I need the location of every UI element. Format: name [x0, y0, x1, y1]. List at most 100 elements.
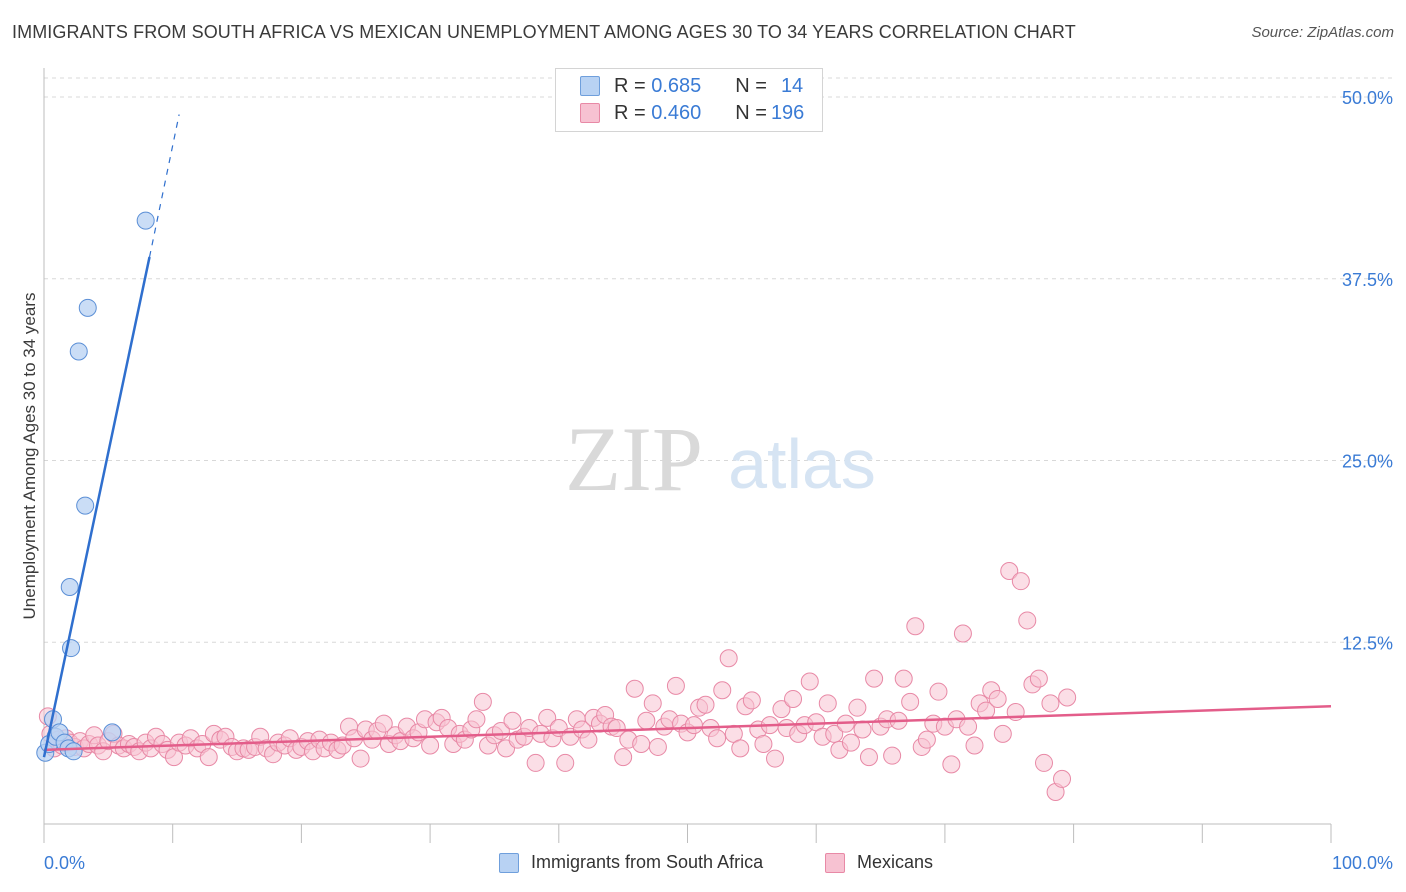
mexicans-point: [731, 739, 750, 758]
south-africa-point: [64, 742, 83, 761]
mexicans-point: [708, 729, 727, 748]
legend-swatch-mexicans: [580, 103, 600, 123]
mexicans-point: [848, 698, 867, 717]
mexicans-point: [1053, 769, 1072, 788]
south-africa-point: [69, 342, 88, 361]
mexicans-point: [929, 682, 948, 701]
series-legend-item-mexicans: Mexicans: [825, 852, 933, 873]
tick-labels: 12.5% 25.0% 37.5% 50.0% 0.0% 100.0%: [44, 88, 1393, 873]
legend-n-value: 196: [770, 101, 805, 124]
mexicans-point: [784, 689, 803, 708]
y-axis-title: Unemployment Among Ages 30 to 34 years: [20, 292, 39, 620]
mexicans-point: [696, 695, 715, 714]
mexicans-point: [1034, 753, 1053, 772]
trend-lines: [42, 114, 1332, 758]
correlation-legend: R = 0.685 N = 14 R = 0.460 N = 196: [555, 68, 823, 132]
mexicans-points: [38, 562, 1077, 802]
mexicans-point: [473, 692, 492, 711]
y-tick-label: 37.5%: [1342, 270, 1393, 290]
watermark-zip: ZIP: [565, 408, 703, 510]
legend-n-value: 14: [780, 74, 804, 97]
south-africa-point: [103, 723, 122, 742]
south-africa-point: [136, 211, 155, 230]
mexicans-point: [538, 708, 557, 727]
y-tick-label: 12.5%: [1342, 633, 1393, 653]
legend-row-south-africa: R = 0.685 N = 14: [580, 73, 803, 99]
mexicans-point: [579, 730, 598, 749]
legend-r-label: R =: [614, 74, 646, 97]
mexicans-point: [1000, 562, 1019, 581]
mexicans-point: [993, 724, 1012, 743]
legend-r-value: 0.685: [651, 74, 702, 97]
legend-n-label: N =: [735, 101, 767, 124]
mexicans-point: [684, 716, 703, 735]
y-tick-label: 50.0%: [1342, 88, 1393, 108]
mexicans-trend-line: [43, 704, 1332, 752]
mexicans-point: [818, 694, 837, 713]
south-africa-trend-extension: [148, 114, 180, 258]
mexicans-point: [883, 746, 902, 765]
axes: [43, 68, 1332, 843]
mexicans-point: [467, 710, 486, 729]
mexicans-point: [607, 719, 626, 738]
mexicans-point: [199, 748, 218, 767]
mexicans-point: [632, 735, 651, 754]
x-tick-label: 100.0%: [1332, 853, 1393, 873]
mexicans-point: [556, 753, 575, 772]
mexicans-point: [742, 691, 761, 710]
watermark: ZIP atlas: [565, 408, 876, 510]
legend-r-label: R =: [614, 101, 646, 124]
mexicans-point: [625, 679, 644, 698]
mexicans-point: [713, 681, 732, 700]
legend-n-label: N =: [735, 74, 767, 97]
series-label-mexicans: Mexicans: [857, 852, 934, 872]
mexicans-point: [766, 749, 785, 768]
mexicans-point: [965, 736, 984, 755]
mexicans-point: [526, 753, 545, 772]
series-legend: Immigrants from South Africa Mexicans: [0, 852, 1406, 878]
mexicans-point: [648, 737, 667, 756]
y-tick-label: 25.0%: [1342, 452, 1393, 472]
mexicans-point: [754, 735, 773, 754]
south-africa-trend-line: [42, 256, 151, 758]
series-swatch-south-africa: [499, 852, 519, 873]
mexicans-point: [825, 724, 844, 743]
mexicans-point: [841, 733, 860, 752]
legend-row-mexicans: R = 0.460 N = 196: [580, 100, 804, 126]
mexicans-point: [942, 755, 961, 774]
mexicans-point: [772, 700, 791, 719]
watermark-atlas: atlas: [728, 425, 876, 503]
mexicans-point: [637, 711, 656, 730]
x-tick-label: 0.0%: [44, 853, 85, 873]
series-swatch-mexicans: [825, 852, 845, 873]
mexicans-point: [421, 736, 440, 755]
mexicans-point: [953, 624, 972, 643]
mexicans-point: [959, 717, 978, 736]
mexicans-point: [1018, 611, 1037, 630]
mexicans-point: [859, 748, 878, 767]
mexicans-point: [988, 689, 1007, 708]
series-label-south-africa: Immigrants from South Africa: [531, 852, 764, 872]
mexicans-point: [351, 749, 370, 768]
south-africa-points: [36, 211, 155, 762]
legend-r-value: 0.460: [651, 101, 702, 124]
mexicans-point: [917, 730, 936, 749]
south-africa-point: [78, 298, 97, 317]
mexicans-point: [1011, 572, 1030, 591]
mexicans-point: [906, 617, 925, 636]
source-label: Source: ZipAtlas.com: [1251, 24, 1394, 41]
series-legend-item-south-africa: Immigrants from South Africa: [499, 852, 763, 873]
grid-lines: [44, 77, 1392, 643]
mexicans-point: [1041, 694, 1060, 713]
mexicans-point: [374, 714, 393, 733]
south-africa-point: [60, 577, 79, 596]
chart-title: IMMIGRANTS FROM SOUTH AFRICA VS MEXICAN …: [12, 22, 1076, 42]
mexicans-point: [901, 692, 920, 711]
mexicans-point: [666, 676, 685, 695]
legend-swatch-south-africa: [580, 76, 600, 96]
south-africa-point: [76, 496, 95, 515]
mexicans-point: [1029, 669, 1048, 688]
mexicans-point: [1058, 688, 1077, 707]
mexicans-point: [894, 669, 913, 688]
